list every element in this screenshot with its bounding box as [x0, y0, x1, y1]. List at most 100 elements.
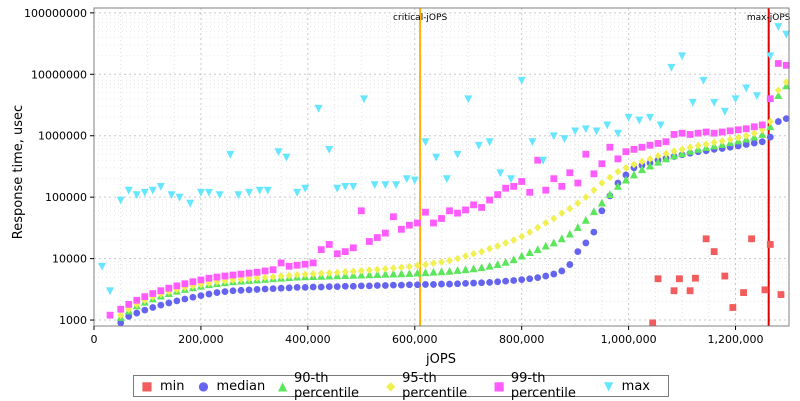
point-median: [782, 115, 790, 123]
point-max: [140, 188, 149, 197]
point-90-th-percentile: [493, 260, 502, 268]
point-max: [635, 116, 644, 125]
point-median: [462, 279, 469, 287]
legend-label: min: [160, 378, 185, 394]
point-90-th-percentile: [629, 170, 638, 179]
point-max: [766, 52, 775, 61]
point-max: [485, 138, 494, 147]
point-90-th-percentile: [405, 269, 414, 278]
point-95-th-percentile: [381, 264, 389, 273]
point-min: [692, 274, 699, 282]
point-95-th-percentile: [205, 279, 213, 287]
point-max: [528, 138, 537, 147]
point-99-th-percentile: [590, 170, 598, 178]
point-max: [539, 156, 548, 165]
point-99-th-percentile: [269, 266, 277, 274]
point-median: [357, 282, 365, 290]
legend-item: ▼ max: [602, 379, 650, 394]
point-90-th-percentile: [565, 229, 574, 238]
point-95-th-percentile: [574, 199, 582, 208]
point-max: [421, 138, 430, 147]
point-median: [438, 280, 445, 288]
x-tick-label: 0: [91, 333, 98, 346]
point-95-th-percentile: [454, 254, 461, 263]
point-90-th-percentile: [646, 161, 654, 170]
point-99-th-percentile: [542, 186, 550, 194]
point-max: [282, 153, 291, 162]
point-max: [678, 52, 687, 61]
point-90-th-percentile: [373, 270, 382, 278]
point-min: [710, 248, 718, 256]
point-99-th-percentile: [758, 121, 766, 129]
point-95-th-percentile: [237, 275, 245, 284]
point-median: [325, 283, 333, 291]
point-max: [646, 113, 654, 122]
point-max: [549, 132, 558, 141]
point-median: [470, 279, 477, 287]
point-median: [510, 277, 518, 284]
point-99-th-percentile: [365, 238, 373, 245]
point-max: [613, 129, 622, 138]
point-max: [571, 127, 580, 136]
point-90-th-percentile: [397, 269, 406, 278]
point-90-th-percentile: [501, 257, 510, 266]
point-95-th-percentile: [446, 256, 453, 265]
point-median: [598, 207, 606, 215]
point-median: [117, 319, 125, 327]
point-max: [226, 150, 235, 159]
point-95-th-percentile: [750, 129, 758, 138]
point-95-th-percentile: [702, 140, 710, 149]
x-axis-title: jOPS: [425, 352, 456, 367]
point-median: [341, 282, 349, 290]
point-median: [205, 290, 213, 298]
point-95-th-percentile: [654, 151, 662, 160]
point-99-th-percentile: [357, 207, 365, 215]
point-90-th-percentile: [445, 266, 454, 275]
point-99-th-percentile: [125, 300, 133, 308]
point-max: [167, 191, 176, 200]
point-median: [526, 275, 534, 283]
point-99-th-percentile: [702, 128, 710, 136]
point-99-th-percentile: [630, 145, 638, 153]
point-median: [478, 279, 485, 287]
point-95-th-percentile: [478, 247, 485, 256]
marker-lines: critical-jOPS max-jOPS: [393, 8, 791, 326]
point-99-th-percentile: [237, 270, 245, 278]
point-90-th-percentile: [477, 263, 486, 272]
point-max: [442, 175, 451, 184]
point-median: [389, 281, 397, 289]
point-max: [496, 169, 505, 178]
point-95-th-percentile: [670, 147, 678, 156]
legend-symbol: ■: [493, 379, 505, 393]
point-90-th-percentile: [621, 175, 630, 184]
point-median: [133, 309, 141, 317]
point-90-th-percentile: [774, 91, 783, 100]
point-median: [269, 285, 277, 292]
point-median: [237, 286, 245, 294]
point-99-th-percentile: [694, 129, 702, 137]
point-99-th-percentile: [582, 150, 590, 158]
point-median: [742, 141, 750, 148]
point-99-th-percentile: [205, 274, 213, 282]
point-max: [624, 113, 633, 122]
point-99-th-percentile: [646, 141, 654, 149]
point-95-th-percentile: [614, 167, 622, 176]
point-median: [253, 286, 261, 293]
point-max: [699, 76, 708, 85]
point-95-th-percentile: [678, 145, 686, 154]
y-tick-label: 1000000: [38, 130, 87, 143]
x-tick-label: 1,000,000: [601, 333, 657, 346]
plot-frame: [93, 7, 790, 327]
point-max: [432, 153, 441, 162]
point-99-th-percentile: [438, 215, 445, 222]
point-90-th-percentile: [557, 234, 566, 243]
point-max: [186, 199, 195, 208]
point-max: [782, 30, 791, 39]
legend-symbol: ◆: [386, 379, 396, 393]
point-90-th-percentile: [541, 241, 550, 250]
point-median: [261, 285, 269, 293]
point-99-th-percentile: [534, 156, 542, 164]
point-max: [359, 95, 368, 104]
point-min: [777, 291, 785, 298]
